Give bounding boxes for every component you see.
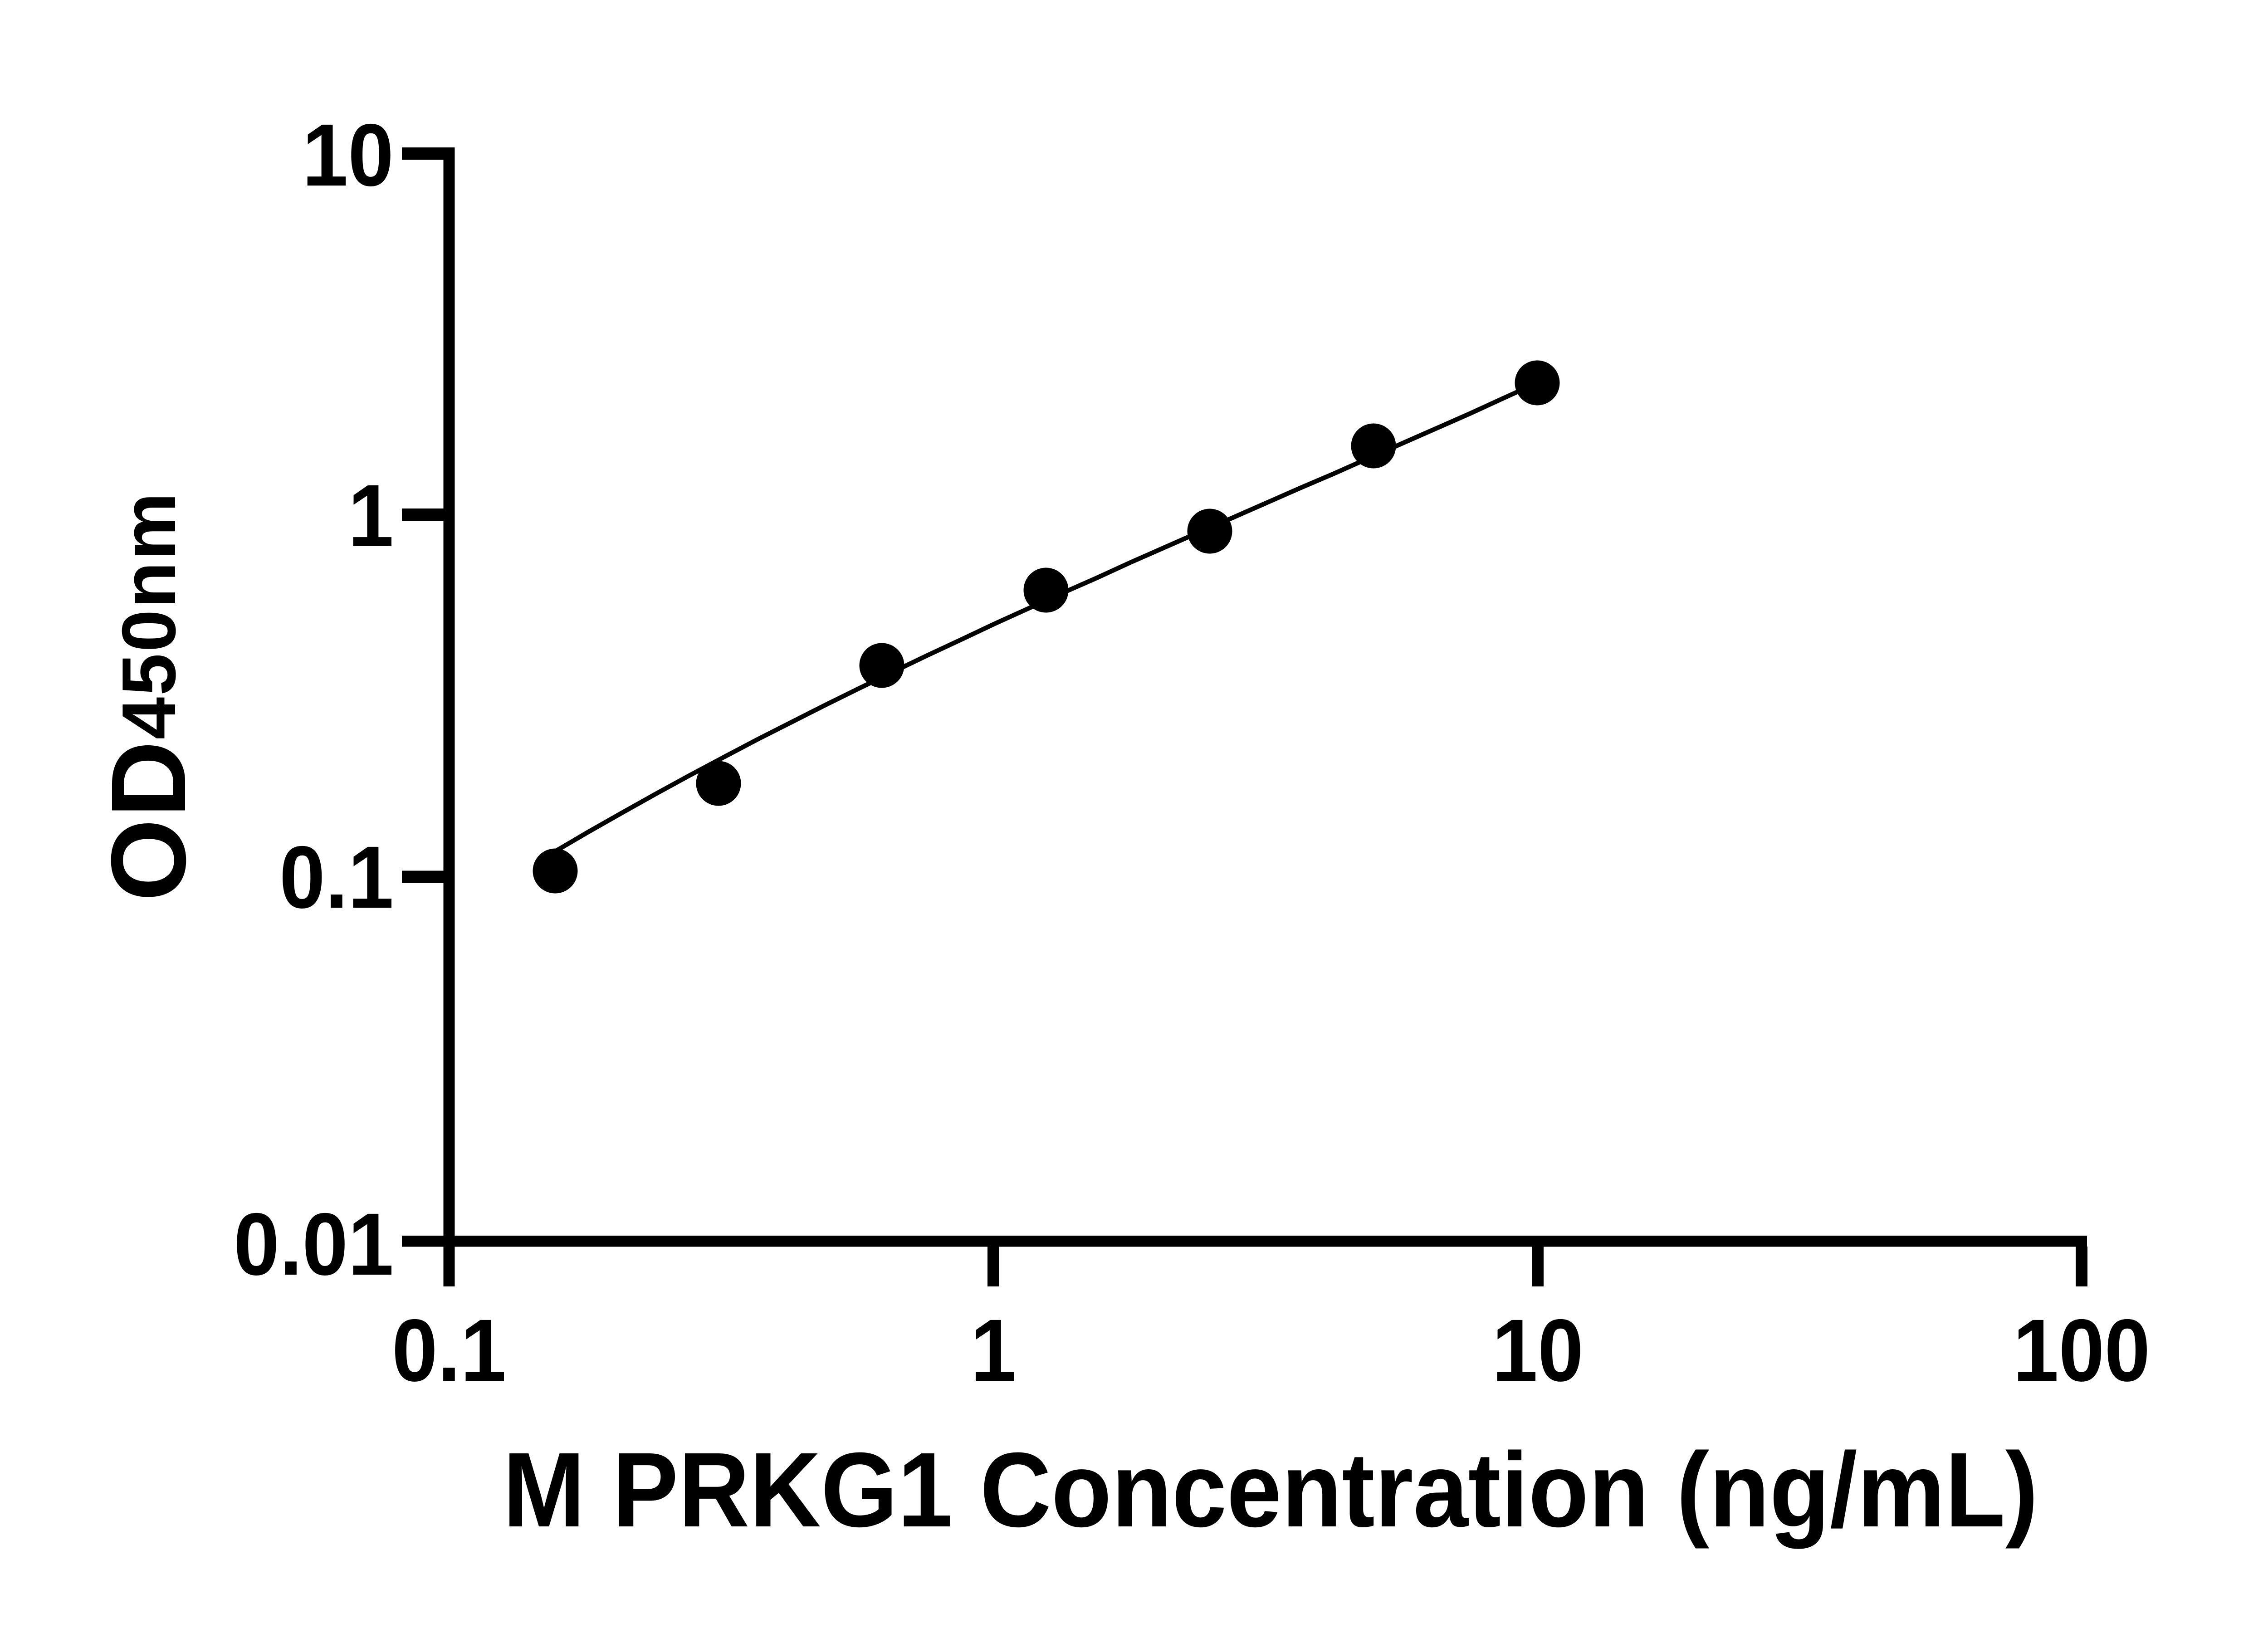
svg-text:10: 10: [1492, 1301, 1584, 1399]
svg-text:1: 1: [348, 466, 394, 565]
svg-text:OD450nm: OD450nm: [89, 491, 208, 901]
svg-text:100: 100: [2013, 1301, 2151, 1399]
svg-text:10: 10: [302, 106, 394, 204]
svg-text:0.01: 0.01: [234, 1195, 394, 1293]
svg-text:M PRKG1 Concentration (ng/mL): M PRKG1 Concentration (ng/mL): [503, 1430, 2038, 1549]
svg-text:1: 1: [971, 1301, 1017, 1399]
svg-text:0.1: 0.1: [392, 1301, 506, 1399]
svg-text:0.1: 0.1: [279, 828, 394, 926]
